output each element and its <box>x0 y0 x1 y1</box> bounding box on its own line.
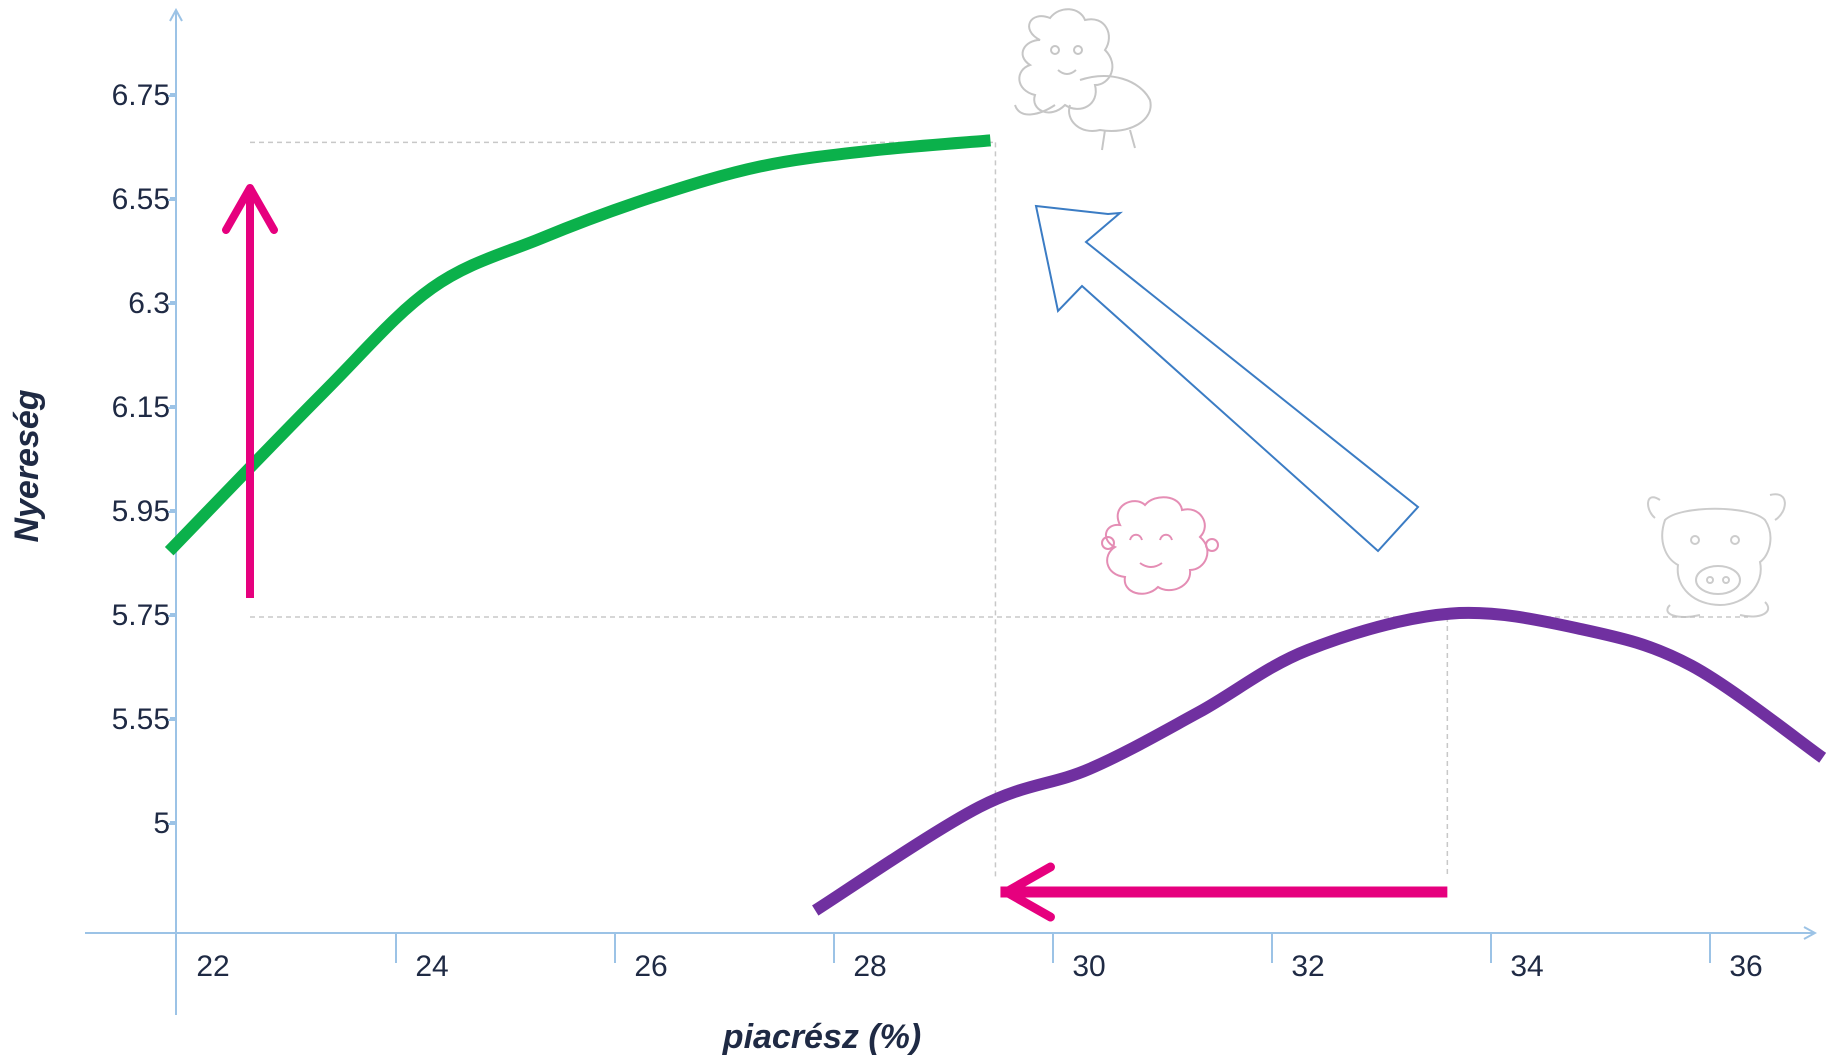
x-axis-title: piacrész (%) <box>722 1018 921 1056</box>
pink-arrows <box>222 184 1448 922</box>
x-tick-label: 32 <box>1291 950 1324 983</box>
y-tick-label: 5.75 <box>112 599 170 632</box>
x-tick-label: 28 <box>853 950 886 983</box>
horizontal-pink-arrowhead <box>1001 862 1055 922</box>
x-tick-label: 34 <box>1510 950 1543 983</box>
y-axis-title: Nyereség <box>8 389 46 542</box>
y-tick-label: 6.3 <box>128 287 170 320</box>
reference-lines <box>250 141 1748 878</box>
y-tick-label: 5.55 <box>112 703 170 736</box>
y-tick-label: 6.55 <box>112 183 170 216</box>
y-tick-label: 5 <box>153 807 170 840</box>
x-tick-label: 22 <box>196 950 229 983</box>
x-ticks: 22 24 26 28 30 32 34 36 <box>196 933 1763 983</box>
x-tick-label: 26 <box>634 950 667 983</box>
x-tick-label: 36 <box>1729 950 1762 983</box>
y-tick-label: 6.75 <box>112 79 170 112</box>
sheep-face-icon <box>1101 496 1219 595</box>
green-curve <box>164 134 991 556</box>
series-layer <box>164 134 1826 916</box>
y-tick-label: 5.95 <box>112 495 170 528</box>
purple-curve <box>812 606 1826 916</box>
x-tick-label: 30 <box>1072 950 1105 983</box>
blue-shift-arrow-final <box>1034 204 1420 553</box>
x-tick-label: 24 <box>415 950 448 983</box>
sheep-icon <box>1014 8 1152 151</box>
vertical-pink-arrowhead <box>222 184 278 234</box>
bull-icon <box>1647 493 1786 618</box>
y-ticks: 5 5.55 5.75 5.95 6.15 6.3 6.55 6.75 <box>112 79 176 840</box>
y-tick-label: 6.15 <box>112 391 170 424</box>
